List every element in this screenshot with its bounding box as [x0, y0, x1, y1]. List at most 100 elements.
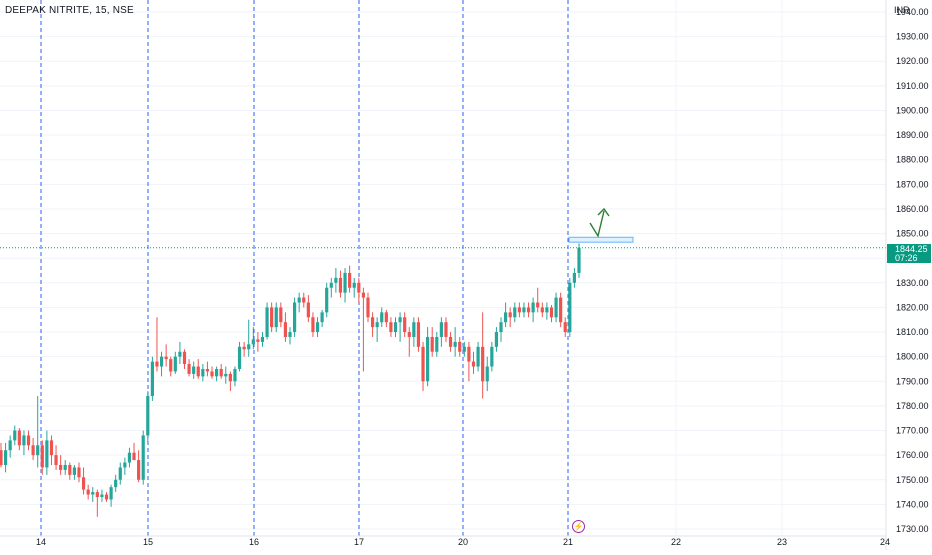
arrow-head [597, 207, 610, 217]
candle-body [297, 297, 301, 303]
candle-body [357, 282, 361, 293]
candle-body [187, 364, 191, 374]
candle-body [0, 450, 3, 465]
candle-body [59, 464, 63, 470]
candle-body [182, 351, 187, 365]
last-price-value: 1844.25 [895, 244, 928, 254]
candle-body [26, 435, 31, 446]
candle-body [219, 368, 223, 377]
candle-body [448, 336, 453, 347]
candle-body [137, 460, 141, 480]
candle-body [150, 361, 154, 397]
candle-body [109, 487, 113, 500]
candle-body [398, 317, 402, 323]
candle-body [63, 464, 67, 470]
candle-body [192, 366, 196, 374]
candle-body [361, 292, 365, 298]
candle-body [95, 492, 99, 497]
candle-body [54, 455, 58, 465]
price-tick-label: 1910.00 [896, 81, 929, 91]
candle-body [476, 346, 480, 367]
candle-body [481, 346, 485, 382]
candle-body [49, 440, 54, 456]
currency-label: INR [894, 5, 910, 15]
candle-body [13, 430, 17, 441]
session-breaks [40, 0, 569, 536]
price-tick-label: 1940.00 [896, 7, 929, 17]
candle-body [485, 366, 489, 382]
candle-body [334, 277, 338, 283]
time-tick-label: 14 [36, 537, 46, 547]
candle-body [17, 430, 21, 446]
time-tick-label: 15 [143, 537, 153, 547]
candle-body [251, 339, 255, 345]
candle-body [169, 359, 173, 372]
candle-body [421, 346, 425, 382]
candle-body [471, 361, 476, 367]
price-tick-label: 1820.00 [896, 302, 929, 312]
candle-body [205, 368, 210, 372]
candle-body [91, 492, 95, 495]
candle-body [549, 307, 554, 318]
candle-body [274, 307, 278, 328]
candle-body [540, 307, 544, 313]
candle-body [499, 322, 503, 333]
candle-body [563, 322, 567, 333]
price-tick-label: 1890.00 [896, 130, 929, 140]
candle-body [247, 344, 251, 350]
candle-body [265, 307, 269, 337]
candle-body [72, 467, 76, 475]
candle-body [426, 336, 430, 382]
candle-body [237, 346, 242, 369]
candle-body [407, 332, 411, 337]
time-tick-label: 16 [249, 537, 259, 547]
candle-body [384, 312, 388, 323]
candle-body [315, 322, 320, 333]
candle-body [545, 307, 549, 313]
candle-body [526, 307, 531, 313]
candle-body [159, 356, 164, 367]
candle-body [536, 302, 540, 308]
candle-body [283, 322, 288, 337]
lightning-icon[interactable]: ⚡ [572, 520, 585, 533]
last-price-badge: 1844.25 07:26 [887, 244, 931, 263]
candle-body [403, 317, 407, 333]
candle-body [68, 464, 72, 475]
candle-body [389, 322, 393, 333]
candle-body [504, 312, 508, 323]
price-tick-label: 1800.00 [896, 352, 929, 362]
candle-body [215, 368, 219, 377]
candle-body [352, 282, 356, 288]
price-tick-label: 1750.00 [896, 475, 929, 485]
candle-body [260, 336, 265, 342]
candle-body [288, 332, 292, 337]
candle-body [279, 307, 283, 323]
price-tick-label: 1880.00 [896, 155, 929, 165]
candle-body [320, 312, 324, 323]
candle-body [513, 307, 517, 318]
time-tick-label: 23 [777, 537, 787, 547]
candle-body [393, 322, 398, 333]
candle-body [196, 366, 200, 377]
arrow-path [589, 210, 605, 238]
candle-body [412, 322, 416, 337]
candle-body [531, 302, 535, 313]
candle-body [568, 282, 572, 333]
candle-body [444, 322, 448, 337]
candle-body [343, 272, 347, 293]
bar-countdown: 07:26 [895, 253, 918, 263]
candle-body [132, 452, 136, 461]
annotation-arrow [589, 207, 610, 238]
price-tick-label: 1810.00 [896, 327, 929, 337]
price-tick-label: 1860.00 [896, 204, 929, 214]
candles [0, 243, 581, 517]
price-tick-label: 1770.00 [896, 426, 929, 436]
price-tick-label: 1790.00 [896, 376, 929, 386]
candle-body [329, 282, 333, 288]
price-tick-label: 1870.00 [896, 179, 929, 189]
candle-body [508, 312, 512, 318]
candle-body [292, 302, 297, 333]
candle-body [86, 489, 90, 495]
